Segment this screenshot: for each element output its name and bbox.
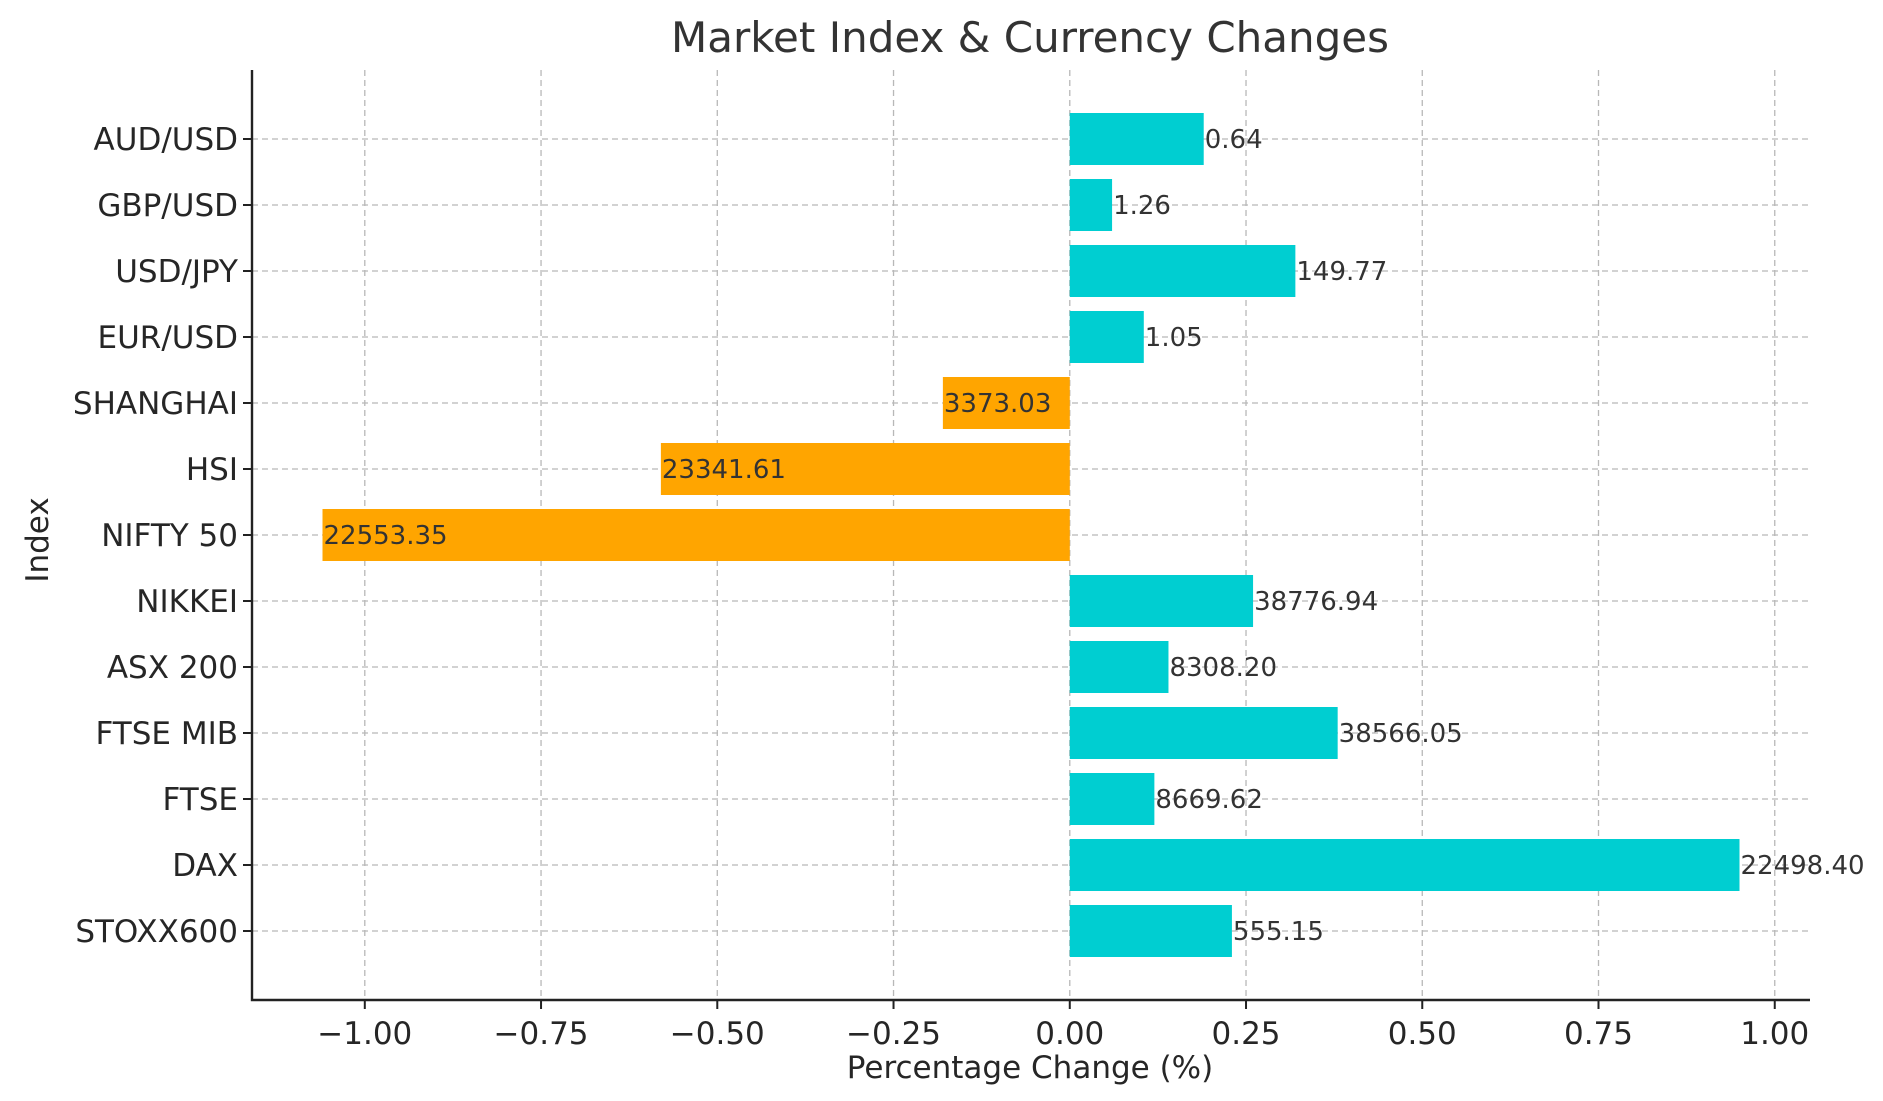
y-axis-ticks: STOXX600 DAX FTSE FTSE MIB ASX 200 NIKKEI NIFT… xyxy=(73,122,252,950)
data-label: 1.26 xyxy=(1113,191,1171,221)
y-tick-label: AUD/USD xyxy=(94,122,238,158)
chart-title: Market Index & Currency Changes xyxy=(671,13,1389,62)
data-label: 8669.62 xyxy=(1155,785,1263,815)
y-tick-label: FTSE xyxy=(163,782,239,818)
bar-dax xyxy=(1069,839,1740,891)
data-label: 0.64 xyxy=(1205,125,1263,155)
y-tick-label: GBP/USD xyxy=(97,188,238,224)
y-tick-label: FTSE MIB xyxy=(96,716,239,752)
data-label: 1.05 xyxy=(1145,323,1203,353)
bar-ftse xyxy=(1069,773,1155,825)
x-tick-label: −0.25 xyxy=(846,1016,941,1052)
x-axis-ticks: −1.00 −0.75 −0.50 −0.25 0.00 0.25 0.50 0.75 1.00 xyxy=(317,1000,1809,1052)
data-label: 23341.61 xyxy=(662,455,786,485)
data-label: 3373.03 xyxy=(944,389,1052,419)
bar-asx-200 xyxy=(1069,641,1169,693)
data-labels: 555.15 22498.40 8669.62 38566.05 8308.20 3877… xyxy=(323,125,1864,947)
x-tick-label: 1.00 xyxy=(1740,1016,1809,1052)
x-tick-label: −0.50 xyxy=(670,1016,765,1052)
y-tick-label: USD/JPY xyxy=(115,254,238,290)
bar-stoxx600 xyxy=(1069,905,1232,957)
data-label: 8308.20 xyxy=(1169,653,1277,683)
y-tick-label: SHANGHAI xyxy=(73,386,238,422)
y-tick-label: STOXX600 xyxy=(75,914,238,950)
bar-usd-jpy xyxy=(1069,245,1296,297)
bar-gbp-usd xyxy=(1069,179,1113,231)
y-tick-label: DAX xyxy=(172,848,238,884)
bar-aud-usd xyxy=(1069,113,1204,165)
x-tick-label: 0.50 xyxy=(1388,1016,1457,1052)
data-label: 555.15 xyxy=(1233,917,1324,947)
bar-hsi xyxy=(660,443,1070,495)
x-tick-label: 0.00 xyxy=(1035,1016,1104,1052)
x-axis-label: Percentage Change (%) xyxy=(847,1050,1213,1086)
x-tick-label: −0.75 xyxy=(494,1016,589,1052)
data-label: 22498.40 xyxy=(1741,851,1865,881)
bars xyxy=(322,113,1740,957)
x-tick-label: 0.75 xyxy=(1564,1016,1633,1052)
y-tick-label: ASX 200 xyxy=(107,650,238,686)
bar-nikkei xyxy=(1069,575,1254,627)
bar-ftse-mib xyxy=(1069,707,1338,759)
axes-frame xyxy=(250,70,1810,1002)
data-label: 22553.35 xyxy=(323,521,447,551)
bar-eur-usd xyxy=(1069,311,1144,363)
bar-shanghai xyxy=(942,377,1070,429)
y-tick-label: HSI xyxy=(186,452,238,488)
y-axis-label: Index xyxy=(20,497,56,582)
x-tick-label: 0.25 xyxy=(1212,1016,1281,1052)
data-label: 38776.94 xyxy=(1254,587,1378,617)
bar-nifty-50 xyxy=(322,509,1070,561)
y-tick-label: EUR/USD xyxy=(98,320,239,356)
y-tick-label: NIKKEI xyxy=(136,584,238,620)
data-label: 149.77 xyxy=(1296,257,1387,287)
data-label: 38566.05 xyxy=(1339,719,1463,749)
x-tick-label: −1.00 xyxy=(317,1016,412,1052)
y-tick-label: NIFTY 50 xyxy=(101,518,238,554)
